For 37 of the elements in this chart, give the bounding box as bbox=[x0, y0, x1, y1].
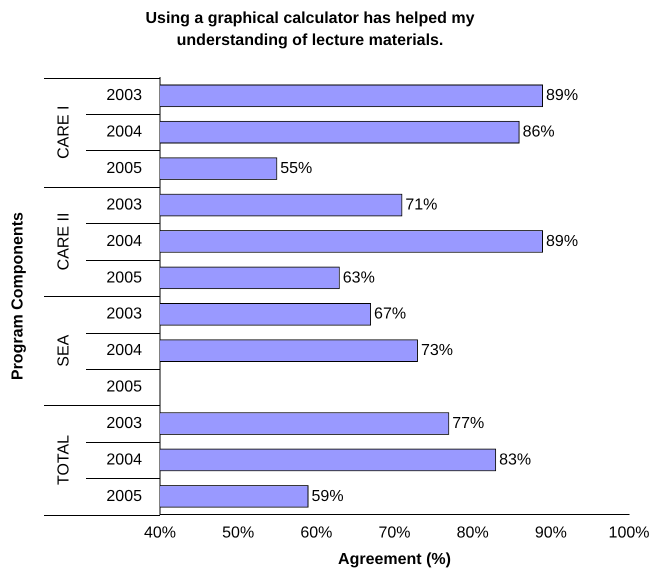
x-tick-label: 80% bbox=[456, 524, 489, 542]
data-label: 55% bbox=[280, 160, 312, 178]
chart-title: Using a graphical calculator has helped my understanding of lecture materials. bbox=[144, 9, 476, 51]
x-tick-label: 100% bbox=[608, 524, 650, 542]
data-label: 77% bbox=[452, 414, 484, 432]
y-tick-label: 2004 bbox=[106, 451, 142, 468]
text: TOTAL bbox=[55, 434, 72, 486]
y-tick-label: 2005 bbox=[106, 269, 142, 286]
data-label: 86% bbox=[522, 124, 555, 141]
y-tick-label: 2005 bbox=[106, 160, 142, 178]
x-tick-label: 60% bbox=[300, 524, 332, 542]
y-tick-label: 2003 bbox=[106, 414, 142, 432]
text: SEA bbox=[55, 334, 72, 367]
y-tick-label: 2004 bbox=[106, 124, 142, 141]
data-label: 59% bbox=[312, 488, 344, 505]
text: CARE I bbox=[55, 106, 72, 159]
data-label: 71% bbox=[405, 196, 438, 214]
data-label: 67% bbox=[374, 306, 406, 323]
text: CARE II bbox=[55, 212, 72, 270]
y-tick-label: 2004 bbox=[106, 232, 142, 250]
data-label: 63% bbox=[342, 269, 375, 286]
data-label: 73% bbox=[420, 342, 453, 360]
x-axis-title: Agreement (%) bbox=[338, 550, 451, 568]
x-tick-label: 90% bbox=[534, 524, 567, 542]
y-tick-label: 2004 bbox=[106, 342, 142, 360]
data-label: 89% bbox=[546, 87, 578, 104]
y-axis-title: Program Components bbox=[9, 212, 26, 380]
y-tick-label: 2005 bbox=[106, 488, 142, 505]
x-tick-label: 70% bbox=[378, 524, 411, 542]
data-label: 89% bbox=[546, 232, 578, 250]
y-tick-label: 2003 bbox=[106, 306, 142, 323]
x-tick-label: 40% bbox=[144, 524, 176, 542]
y-tick-label: 2005 bbox=[106, 378, 142, 396]
x-tick-label: 50% bbox=[222, 524, 254, 542]
data-label: 83% bbox=[499, 451, 532, 468]
y-tick-label: 2003 bbox=[106, 87, 142, 104]
y-tick-label: 2003 bbox=[106, 196, 142, 214]
